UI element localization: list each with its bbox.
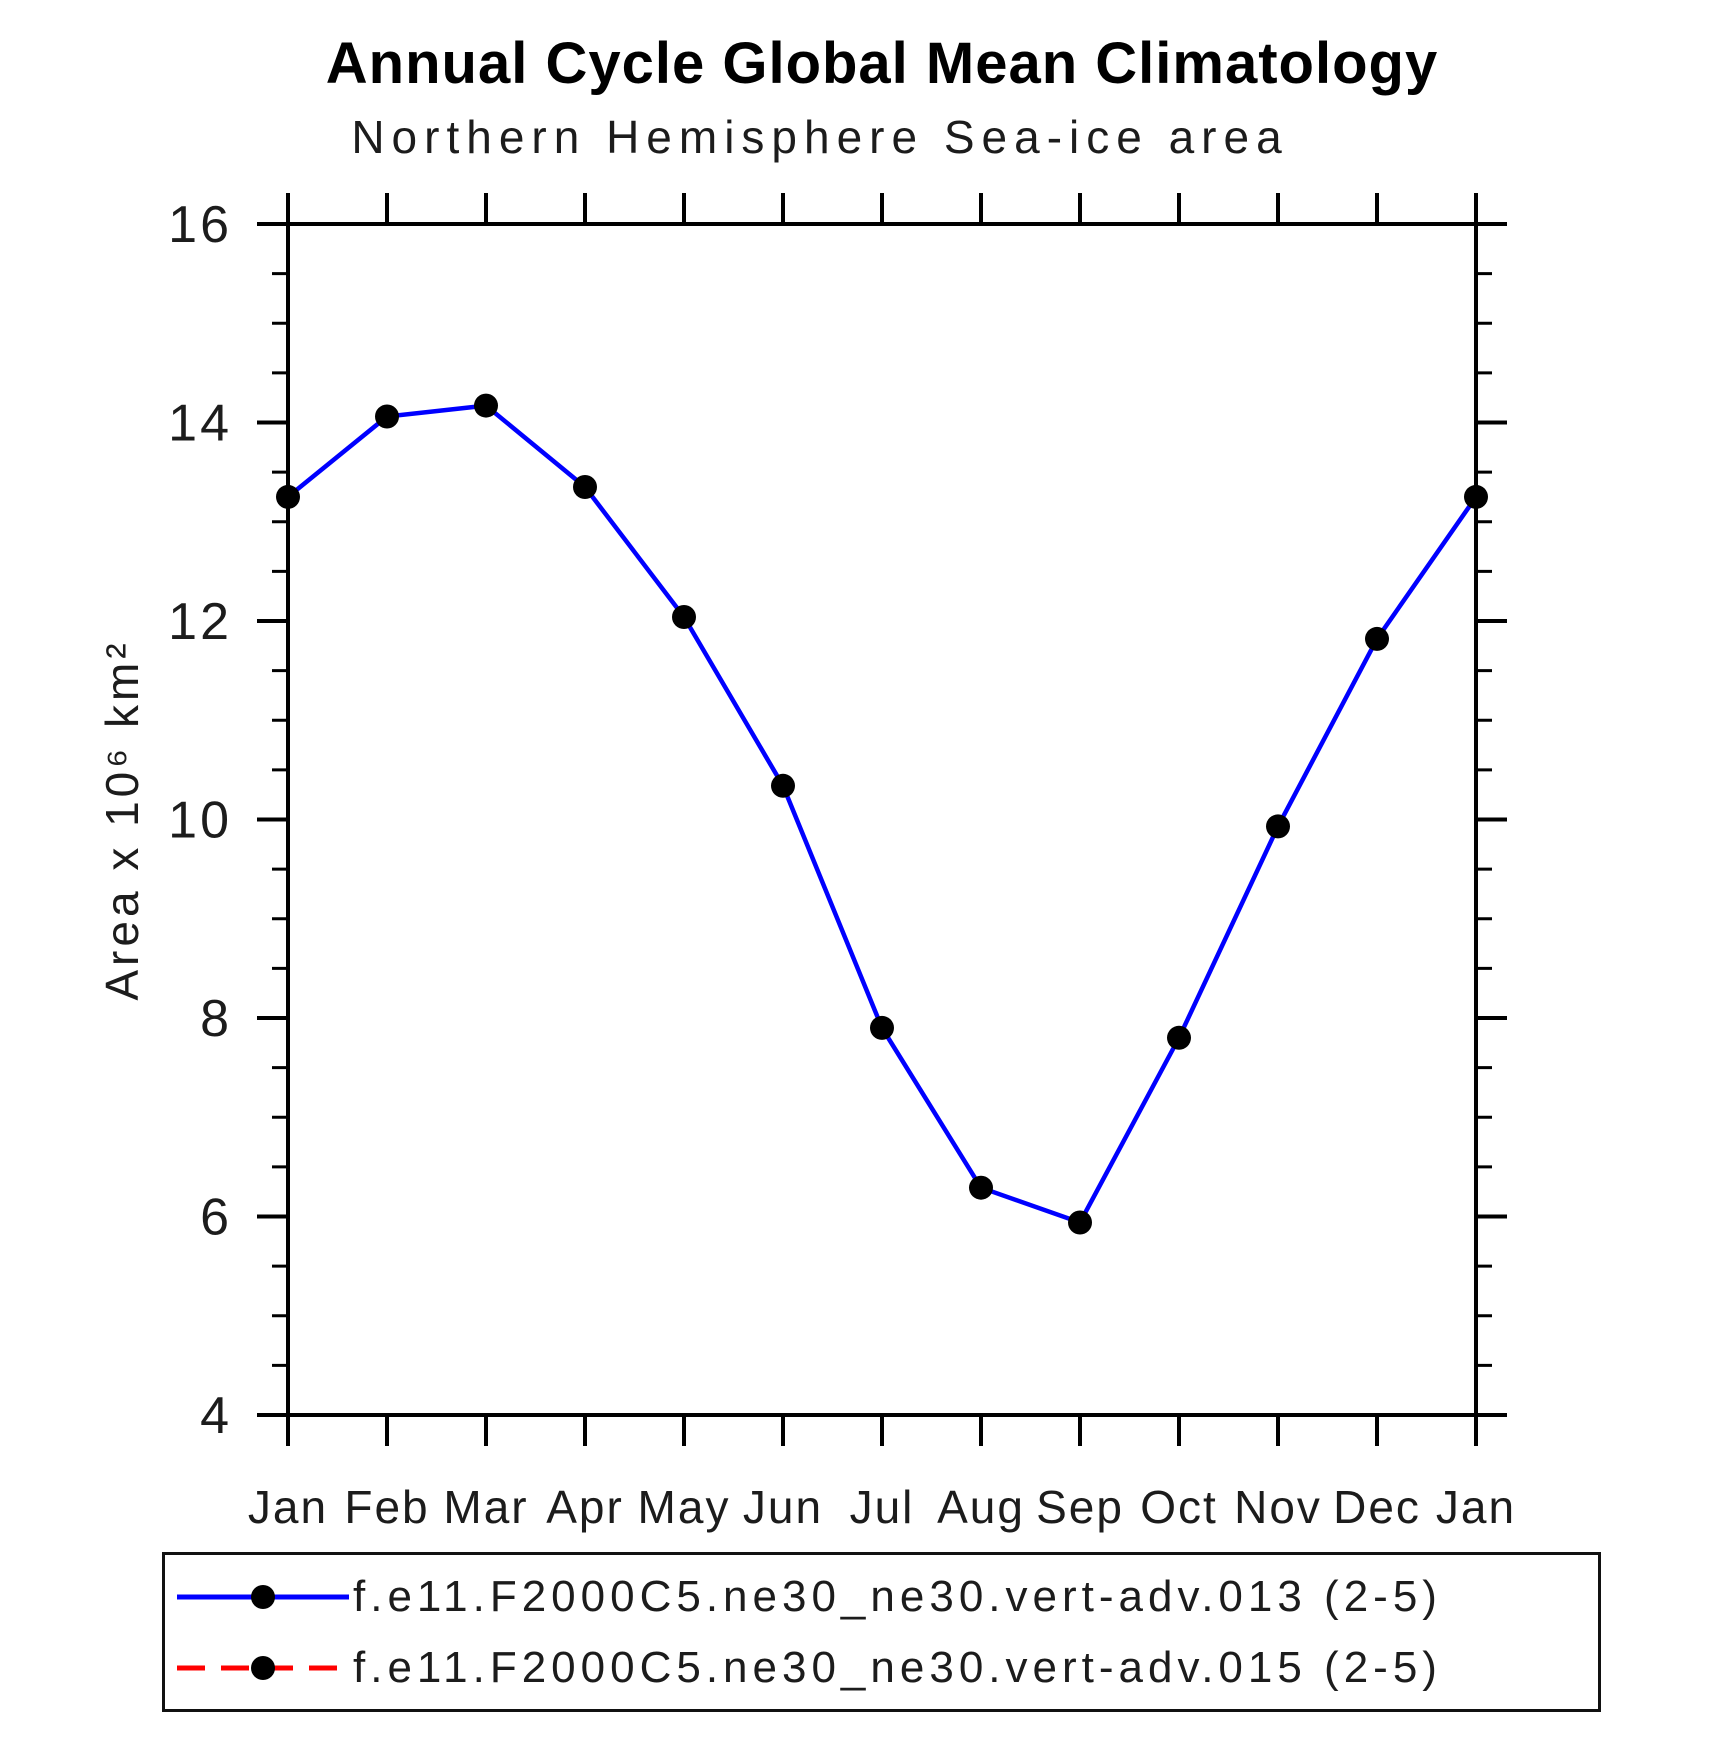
x-tick-labels: Jan Feb Mar Apr May Jun Jul Aug Sep Oct Nov Dec Jan (248, 1481, 1516, 1533)
plot-box-spines (286, 222, 1478, 1417)
chart-title: Annual Cycle Global Mean Climatology (325, 31, 1439, 96)
data-point (1266, 814, 1290, 839)
legend-line-sample-dashed (177, 1655, 349, 1680)
data-point (375, 404, 399, 429)
y-tick-label: 6 (200, 1189, 232, 1247)
series-line-0 (286, 403, 1478, 1226)
y-tick-label: 4 (200, 1387, 232, 1445)
x-tick-label: Jan (1436, 1481, 1516, 1533)
data-point (1365, 626, 1389, 651)
data-point (573, 475, 597, 499)
data-point (672, 605, 696, 629)
data-point (771, 773, 795, 798)
data-point (1167, 1025, 1191, 1050)
x-tick-label: Feb (344, 1481, 429, 1533)
y-tick-label: 14 (168, 395, 232, 453)
x-tick-label: Jun (743, 1481, 823, 1533)
x-tick-label: Apr (546, 1481, 624, 1533)
axes (257, 193, 1507, 1446)
data-point (870, 1015, 894, 1040)
y-tick-label: 8 (200, 990, 232, 1048)
data-point (1464, 484, 1488, 509)
legend-label: f.e11.F2000C5.ne30_ne30.vert-adv.015 (2-… (353, 1642, 1442, 1692)
legend: f.e11.F2000C5.ne30_ne30.vert-adv.013 (2-… (162, 1552, 1601, 1712)
legend-line-sample-solid (177, 1584, 349, 1609)
x-tick-label: Nov (1234, 1481, 1322, 1533)
data-point (969, 1175, 993, 1200)
x-tick-label: Jan (248, 1481, 328, 1533)
x-tick-label: Sep (1036, 1481, 1124, 1533)
legend-marker-icon (251, 1655, 275, 1680)
x-tick-label: Aug (937, 1481, 1025, 1533)
y-tick-label: 16 (168, 196, 232, 254)
legend-row: f.e11.F2000C5.ne30_ne30.vert-adv.013 (2-… (165, 1561, 1598, 1632)
legend-row: f.e11.F2000C5.ne30_ne30.vert-adv.015 (2-… (165, 1632, 1598, 1703)
x-tick-label: Mar (443, 1481, 528, 1533)
legend-marker-icon (251, 1584, 275, 1609)
y-tick-label: 10 (168, 792, 232, 850)
y-tick-labels: 4 6 8 10 12 14 16 (168, 196, 232, 1445)
data-point (276, 484, 300, 509)
x-tick-label: Jul (850, 1481, 915, 1533)
data-series (276, 393, 1488, 1235)
x-tick-label: Oct (1140, 1481, 1218, 1533)
x-tick-label: Dec (1333, 1481, 1421, 1533)
data-point (474, 393, 498, 418)
y-axis-label: Area x 10⁶ km² (96, 639, 148, 1001)
x-tick-label: May (638, 1481, 731, 1533)
legend-label: f.e11.F2000C5.ne30_ne30.vert-adv.013 (2-… (353, 1571, 1442, 1621)
chart-subtitle: Northern Hemisphere Sea-ice area (351, 111, 1289, 163)
y-tick-label: 12 (168, 593, 232, 651)
data-point (1068, 1210, 1092, 1235)
